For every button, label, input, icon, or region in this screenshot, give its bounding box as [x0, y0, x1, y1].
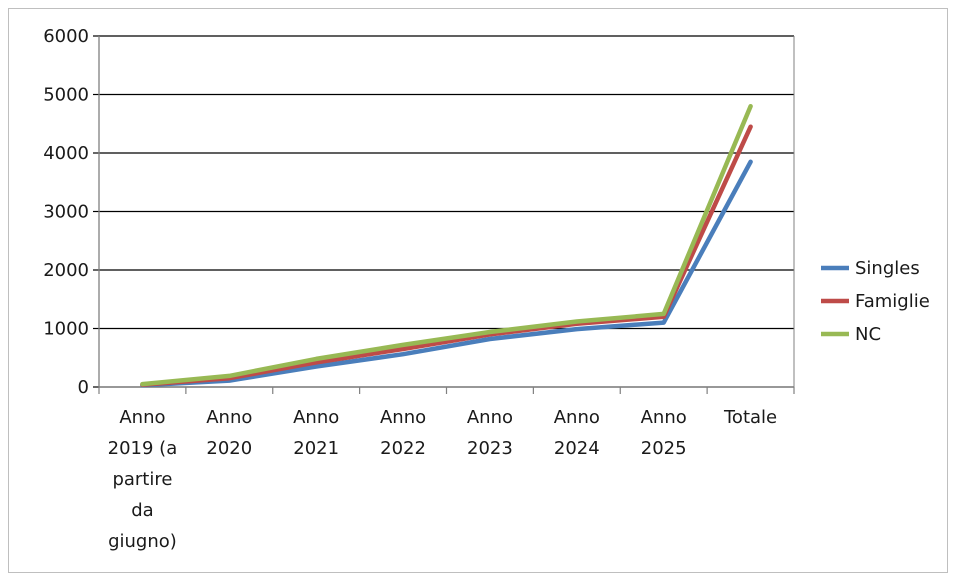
- x-tick-label: Anno 2019 (a partire da giugno): [108, 407, 178, 552]
- series-line-singles: [140, 159, 753, 388]
- series-line-nc: [140, 103, 753, 387]
- x-tick-label: Anno 2020: [206, 407, 252, 459]
- y-tick-label: 5000: [43, 85, 89, 106]
- x-tick-label-line: Anno: [641, 407, 687, 428]
- x-tick-label-line: Totale: [723, 407, 777, 428]
- x-tick-label: Anno 2021: [293, 407, 339, 459]
- x-tick-label-line: 2019 (a: [108, 438, 178, 459]
- x-tick-label-line: da: [131, 500, 153, 521]
- gridlines: [99, 35, 795, 388]
- x-tick-label-line: 2024: [554, 438, 600, 459]
- legend-label: Famiglie: [855, 291, 930, 312]
- y-axis: 0 1000 2000 3000 4000 5000 6000: [43, 26, 100, 398]
- x-tick-label: Totale: [723, 407, 777, 428]
- x-tick-label-line: 2025: [641, 438, 687, 459]
- x-tick-label-line: Anno: [554, 407, 600, 428]
- x-tick-label-line: giugno): [108, 531, 177, 552]
- legend-label: Singles: [855, 258, 920, 279]
- x-tick-label: Anno 2024: [554, 407, 600, 459]
- x-tick-label-line: Anno: [380, 407, 426, 428]
- series-line-famiglie: [140, 124, 753, 387]
- x-tick-label-line: Anno: [206, 407, 252, 428]
- x-tick-label-line: 2021: [293, 438, 339, 459]
- chart-frame: 0 1000 2000 3000 4000 5000 6000 Anno 2019 (a par…: [8, 8, 948, 573]
- x-tick-label-line: partire: [112, 469, 172, 490]
- x-tick-label: Anno 2022: [380, 407, 426, 459]
- y-tick-label: 4000: [43, 143, 89, 164]
- line-chart: 0 1000 2000 3000 4000 5000 6000 Anno 2019 (a par…: [43, 26, 930, 552]
- x-tick-label: Anno 2023: [467, 407, 513, 459]
- x-tick-label-line: 2022: [380, 438, 426, 459]
- x-tick-label-line: Anno: [293, 407, 339, 428]
- y-tick-label: 0: [78, 377, 89, 398]
- y-tick-label: 6000: [43, 26, 89, 47]
- series-lines: [140, 103, 753, 388]
- y-tick-label: 3000: [43, 202, 89, 223]
- y-tick-label: 1000: [43, 319, 89, 340]
- x-tick-label-line: 2023: [467, 438, 513, 459]
- x-axis: Anno 2019 (a partire da giugno) Anno 2020 Anno 2…: [98, 386, 795, 552]
- x-tick-label-line: Anno: [119, 407, 165, 428]
- legend: Singles Famiglie NC: [821, 258, 930, 345]
- x-tick-label-line: 2020: [206, 438, 252, 459]
- x-tick-label: Anno 2025: [641, 407, 687, 459]
- y-tick-label: 2000: [43, 260, 89, 281]
- x-tick-label-line: Anno: [467, 407, 513, 428]
- legend-label: NC: [855, 324, 881, 345]
